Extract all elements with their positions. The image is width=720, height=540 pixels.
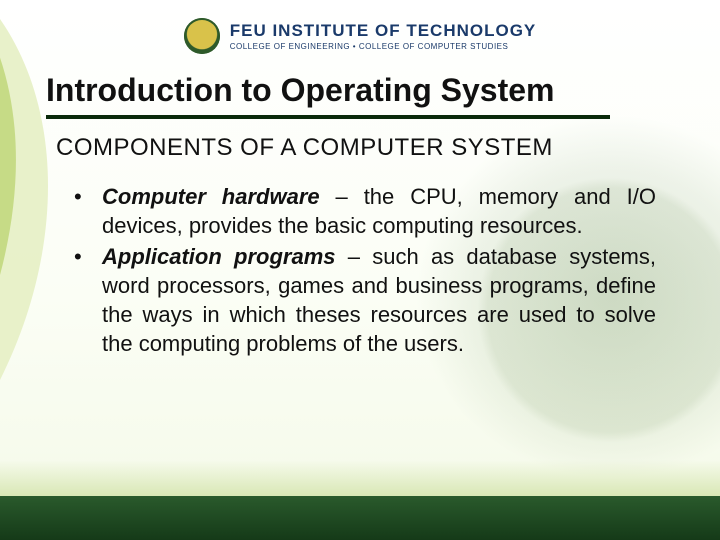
bullet-list: Computer hardware – the CPU, memory and … bbox=[68, 182, 656, 360]
slide-title: Introduction to Operating System bbox=[46, 72, 610, 119]
institute-subtitle: COLLEGE OF ENGINEERING • COLLEGE OF COMP… bbox=[230, 42, 537, 51]
institute-seal-icon bbox=[184, 18, 220, 54]
footer-bar bbox=[0, 496, 720, 540]
header: FEU INSTITUTE OF TECHNOLOGY COLLEGE OF E… bbox=[0, 18, 720, 54]
institute-text-block: FEU INSTITUTE OF TECHNOLOGY COLLEGE OF E… bbox=[230, 21, 537, 51]
institute-name: FEU INSTITUTE OF TECHNOLOGY bbox=[230, 21, 537, 41]
footer-fade bbox=[0, 460, 720, 496]
bullet-lead: Application programs bbox=[102, 244, 336, 269]
slide-subtitle: COMPONENTS OF A COMPUTER SYSTEM bbox=[56, 134, 553, 162]
slide: FEU INSTITUTE OF TECHNOLOGY COLLEGE OF E… bbox=[0, 0, 720, 540]
list-item: Computer hardware – the CPU, memory and … bbox=[68, 182, 656, 240]
list-item: Application programs – such as database … bbox=[68, 242, 656, 358]
bullet-lead: Computer hardware bbox=[102, 184, 320, 209]
